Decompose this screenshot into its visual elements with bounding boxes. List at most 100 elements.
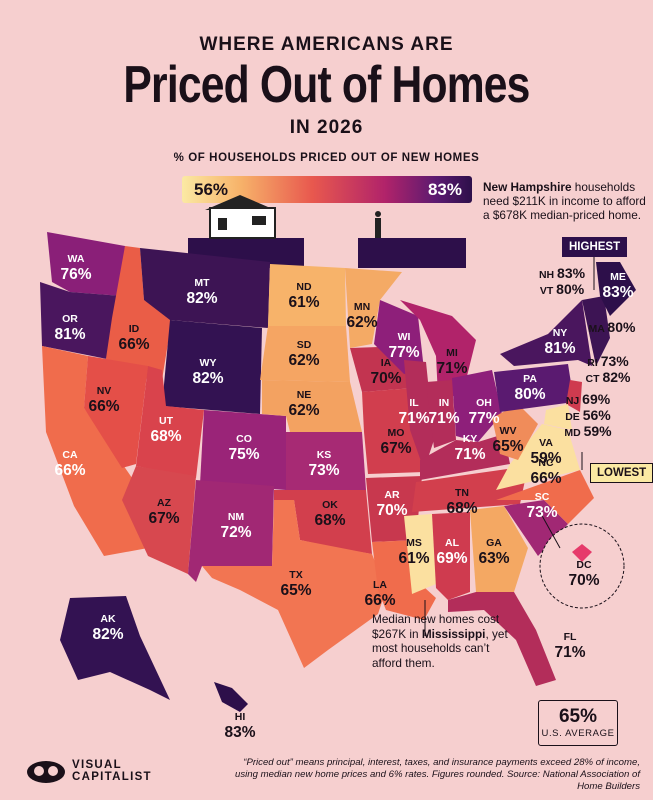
- legend-title: % OF HOUSEHOLDS PRICED OUT OF NEW HOMES: [173, 152, 480, 164]
- callout-ms-text2: , yet most households can’t afford them.: [372, 626, 508, 670]
- state-pa: [494, 364, 574, 412]
- logo-line2: CAPITALIST: [72, 771, 152, 783]
- state-value-ak: 82%: [92, 626, 123, 643]
- state-label-pa: PA: [523, 373, 537, 385]
- state-value-wy: 82%: [192, 370, 223, 387]
- state-value-sd: 62%: [288, 352, 319, 369]
- state-ny: [500, 300, 592, 366]
- state-de-md: [544, 404, 572, 430]
- footnote-line2: using median new home prices and 6% rate…: [235, 769, 640, 792]
- state-value-dc: 70%: [568, 572, 599, 589]
- state-ok: [274, 490, 372, 554]
- state-label-ms: MS: [406, 537, 422, 549]
- state-label-tx: TX: [289, 569, 302, 581]
- state-value-hi: 83%: [224, 724, 255, 741]
- state-value-wi: 77%: [388, 344, 419, 361]
- us-average-label: U.S. AVERAGE: [541, 728, 615, 739]
- state-ms: [404, 514, 436, 594]
- state-value-az: 67%: [148, 510, 179, 527]
- state-value-mi: 71%: [436, 360, 467, 377]
- callout-ms-text1: Median new homes cost $267K in: [372, 612, 500, 641]
- state-label-ia: IA: [381, 357, 392, 369]
- state-value-me: 83%: [602, 284, 633, 301]
- state-label-ct: CT 82%: [586, 369, 631, 385]
- state-tx: [202, 500, 386, 668]
- state-value-co: 75%: [228, 446, 259, 463]
- state-value-ok: 68%: [314, 512, 345, 529]
- callout-mississippi: Median new homes cost $267K in Mississip…: [372, 612, 522, 670]
- state-nj: [566, 380, 582, 412]
- state-label-mn: MN: [354, 301, 370, 313]
- state-value-va: 59%: [530, 450, 561, 467]
- state-value-tx: 65%: [280, 582, 311, 599]
- person-icon: [358, 211, 466, 268]
- state-value-nv: 66%: [88, 398, 119, 415]
- state-label-mo: MO: [388, 427, 405, 439]
- state-label-sc: SC: [535, 491, 550, 503]
- us-average-box: 65% U.S. AVERAGE: [538, 700, 618, 746]
- state-wa: [47, 232, 125, 296]
- logo-icon: [27, 761, 65, 783]
- state-value-tn: 68%: [446, 500, 477, 517]
- state-nv: [84, 356, 148, 468]
- state-label-nj: NJ 69%: [566, 391, 611, 407]
- state-ky: [420, 434, 510, 480]
- state-oh: [452, 370, 502, 442]
- state-value-ks: 73%: [308, 462, 339, 479]
- state-label-sd: SD: [297, 339, 312, 351]
- state-label-fl: FL: [564, 631, 577, 643]
- state-value-in: 71%: [428, 410, 459, 427]
- state-sd: [260, 326, 350, 382]
- state-value-id: 66%: [118, 336, 149, 353]
- state-label-in: IN: [439, 397, 450, 409]
- state-mi: [400, 300, 476, 396]
- state-label-nc: NC: [538, 457, 554, 469]
- state-value-pa: 80%: [514, 386, 545, 403]
- state-value-wv: 65%: [492, 438, 523, 455]
- state-label-wi: WI: [398, 331, 411, 343]
- state-value-mn: 62%: [346, 314, 377, 331]
- state-label-mt: MT: [194, 277, 210, 289]
- state-value-ar: 70%: [376, 502, 407, 519]
- state-sc: [504, 500, 568, 556]
- callout-nh-text: households need $211K in income to affor…: [483, 180, 646, 222]
- state-label-vt: VT 80%: [540, 281, 585, 297]
- legend-gradient-bar: 56% 83%: [182, 176, 472, 203]
- state-label-nh: NH 83%: [539, 265, 586, 281]
- state-ne-states: [582, 296, 610, 366]
- state-in: [426, 380, 456, 448]
- state-value-wa: 76%: [60, 266, 91, 283]
- state-label-nd: ND: [296, 281, 312, 293]
- title-year: IN 2026: [289, 117, 364, 138]
- state-me: [596, 262, 636, 316]
- state-value-mt: 82%: [186, 290, 217, 307]
- state-wy: [162, 320, 262, 414]
- visual-capitalist-logo: VISUAL CAPITALIST: [26, 758, 152, 784]
- title-small: WHERE AMERICANS ARE: [199, 34, 454, 55]
- state-value-fl: 71%: [554, 644, 585, 661]
- state-value-ny: 81%: [544, 340, 575, 357]
- state-nd: [268, 264, 346, 326]
- state-la: [372, 540, 436, 620]
- footnote-line1: “Priced out” means principal, interest, …: [243, 757, 640, 768]
- state-ne: [262, 380, 362, 432]
- state-label-ny: NY: [553, 327, 568, 339]
- state-mt: [140, 248, 270, 328]
- highest-badge: HIGHEST: [562, 237, 628, 257]
- state-label-ks: KS: [317, 449, 332, 461]
- state-labels: WA76%OR81%CA66%ID66%NV66%MT82%WY82%UT68%…: [54, 253, 636, 741]
- state-label-va: VA: [539, 437, 553, 449]
- state-al: [432, 512, 470, 600]
- state-label-wy: WY: [200, 357, 217, 369]
- state-label-oh: OH: [476, 397, 492, 409]
- state-label-co: CO: [236, 433, 252, 445]
- state-label-wa: WA: [68, 253, 85, 265]
- state-label-al: AL: [445, 537, 460, 549]
- state-value-sc: 73%: [526, 504, 557, 521]
- state-label-ok: OK: [322, 499, 338, 511]
- state-value-ia: 70%: [370, 370, 401, 387]
- state-label-id: ID: [129, 323, 140, 335]
- state-label-or: OR: [62, 313, 78, 325]
- legend-min-label: 56%: [194, 180, 229, 199]
